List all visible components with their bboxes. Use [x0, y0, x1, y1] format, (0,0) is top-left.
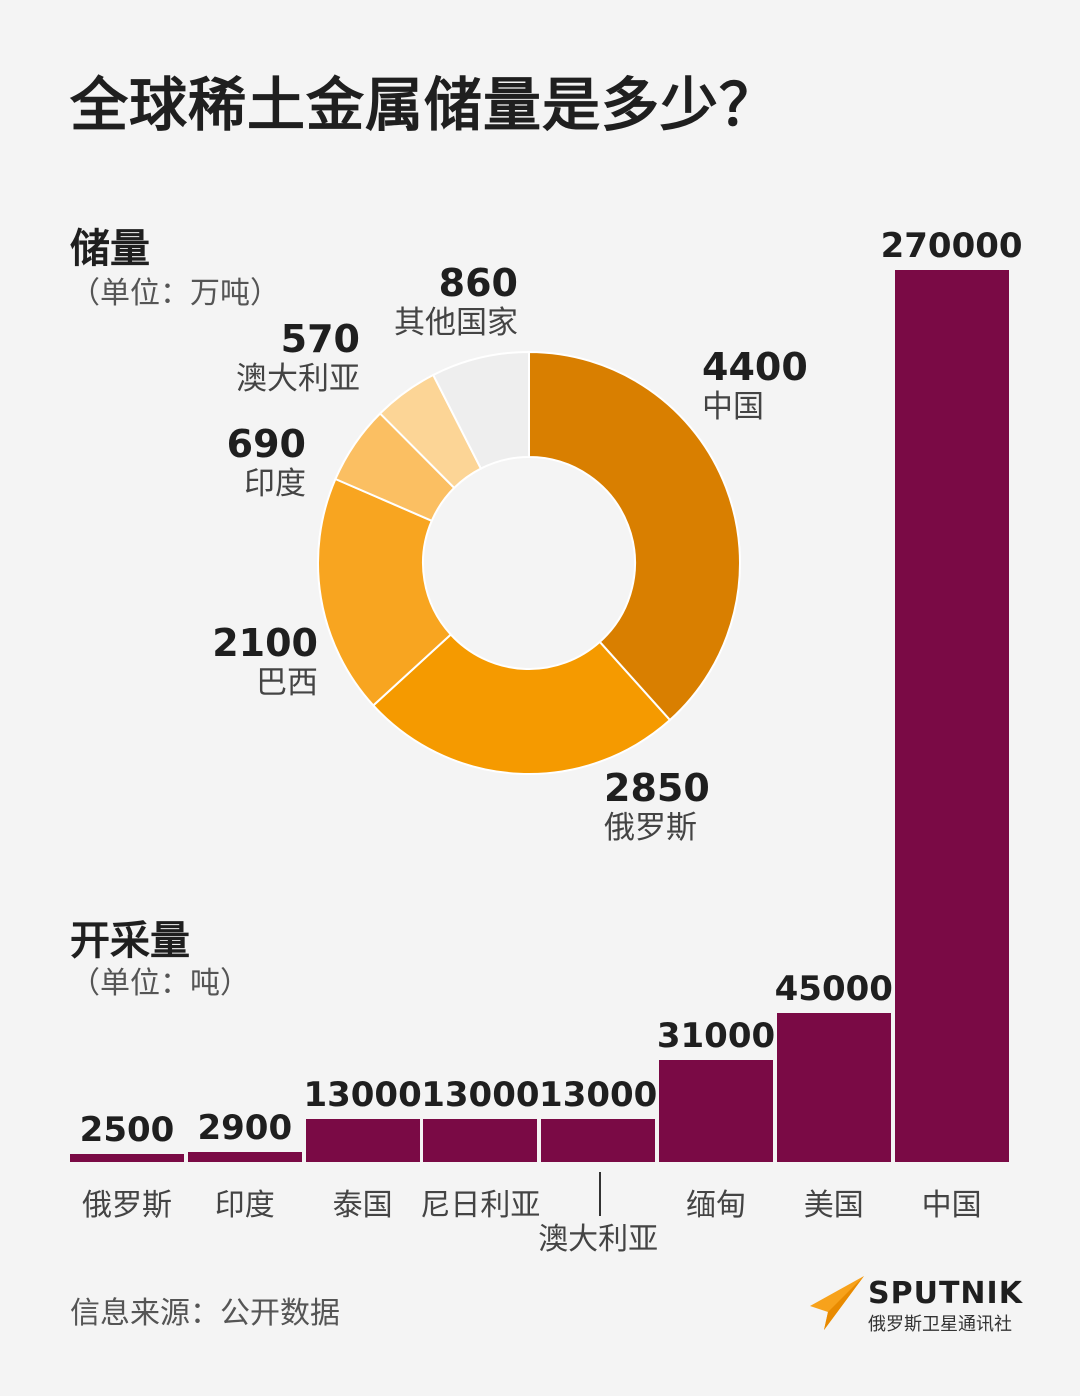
bar-value-label: 13000	[421, 1075, 540, 1116]
bar-value-label: 2900	[197, 1108, 293, 1149]
donut-label-name: 其他国家	[394, 304, 518, 341]
donut-slice-5	[431, 350, 530, 470]
donut-label-australia: 570 澳大利亚	[236, 317, 360, 397]
donut-label-name: 俄罗斯	[604, 809, 697, 846]
bar-value-label: 2500	[79, 1109, 175, 1150]
bar-category-label: 俄罗斯	[82, 1188, 172, 1223]
bar-value-label: 13000	[539, 1075, 658, 1116]
donut-label-value: 570	[280, 317, 360, 361]
bar	[541, 1119, 656, 1162]
donut-label-name: 中国	[702, 388, 764, 425]
bar	[659, 1059, 773, 1162]
category-tick	[599, 1172, 601, 1216]
bar-category-label: 澳大利亚	[538, 1222, 659, 1257]
bar	[305, 1119, 420, 1162]
page-title: 全球稀土金属储量是多少？	[70, 71, 779, 139]
donut-label-brazil: 2100 巴西	[212, 621, 318, 701]
bar-category-label: 尼日利亚	[420, 1188, 541, 1223]
mining-unit: （单位：吨）	[70, 966, 250, 1001]
donut-label-name: 澳大利亚	[236, 360, 360, 397]
logo-subtitle: 俄罗斯卫星通讯社	[868, 1314, 1012, 1335]
bar	[776, 1013, 891, 1162]
bar-value-label: 31000	[656, 1015, 776, 1056]
donut-slice-2	[317, 477, 453, 707]
sputnik-logo-icon	[810, 1276, 864, 1330]
bar-category-label: 泰国	[332, 1188, 393, 1223]
reserves-heading: 储量	[70, 226, 150, 272]
source-note: 信息来源：公开数据	[70, 1296, 340, 1331]
donut-slice-0	[528, 350, 741, 722]
mining-heading: 开采量	[70, 918, 190, 964]
bar-value-label: 13000	[303, 1075, 422, 1116]
bar	[894, 270, 1009, 1162]
donut-label-value: 690	[226, 422, 306, 466]
donut-label-china: 4400 中国	[702, 345, 808, 425]
donut-label-others: 860 其他国家	[394, 261, 518, 341]
bar-category-label: 美国	[803, 1188, 864, 1223]
donut-label-value: 4400	[702, 345, 808, 389]
bar-category-label: 印度	[214, 1188, 275, 1223]
bar-value-label: 45000	[774, 969, 893, 1010]
logo-name: SPUTNIK	[868, 1276, 1023, 1311]
donut-label-india: 690 印度	[226, 422, 306, 502]
reserves-unit: （单位：万吨）	[70, 276, 280, 311]
bar	[423, 1119, 538, 1162]
donut-slice-1	[371, 633, 672, 775]
donut-label-value: 2850	[604, 766, 710, 810]
donut-label-name: 巴西	[256, 664, 318, 701]
bar	[187, 1152, 302, 1162]
donut-label-russia: 2850 俄罗斯	[604, 766, 710, 846]
bar-category-label: 中国	[921, 1188, 982, 1223]
donut-label-value: 2100	[212, 621, 318, 665]
bar-category-label: 缅甸	[686, 1188, 746, 1223]
donut-label-value: 860	[438, 261, 518, 305]
bar-value-label: 270000	[880, 226, 1023, 266]
bar	[70, 1153, 184, 1162]
donut-label-name: 印度	[244, 465, 306, 502]
